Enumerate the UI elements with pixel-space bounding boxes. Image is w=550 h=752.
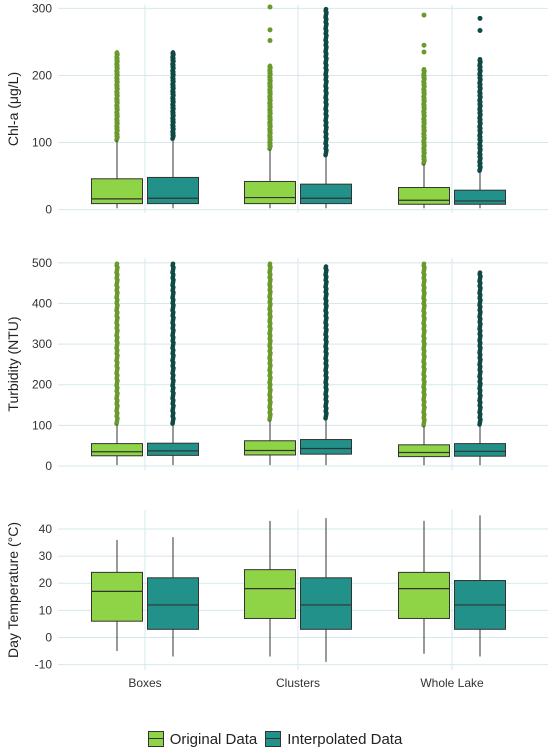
outlier-point <box>477 15 483 21</box>
y-axis-label: Chl-a (μg/L) <box>5 72 21 146</box>
y-tick-label: 0 <box>45 203 52 217</box>
legend-label-original: Original Data <box>169 730 258 748</box>
box-body <box>147 442 199 456</box>
panel-3: -10 0 10 20 30 40 Day Temperature (°C) Boxes Clu… <box>5 510 548 690</box>
box-interpolated-whole-lake <box>454 515 506 657</box>
x-tick-label: Whole Lake <box>420 676 484 690</box>
y-tick-label: 0 <box>45 459 52 473</box>
panel-2: 0 100 200 300 400 500 Turbidity (NTU) <box>5 256 548 473</box>
outlier-point <box>477 57 483 62</box>
box-interpolated-boxes <box>147 261 199 466</box>
box-original-clusters <box>244 520 296 657</box>
x-tick-label: Boxes <box>128 676 161 690</box>
box-body <box>454 189 506 205</box>
y-tick-label: 200 <box>32 68 52 82</box>
box-interpolated-boxes <box>147 537 199 657</box>
outlier-point <box>267 63 273 69</box>
box-original-whole-lake <box>398 261 450 466</box>
y-axis-label: Turbidity (NTU) <box>5 316 21 411</box>
y-tick-label: 500 <box>32 256 52 270</box>
box-interpolated-whole-lake <box>454 15 506 209</box>
y-tick-label: 200 <box>32 378 52 392</box>
box-original-clusters <box>244 4 296 209</box>
legend-item-original: Original Data <box>147 730 258 748</box>
outlier-point <box>477 27 483 33</box>
box-body <box>147 577 199 630</box>
y-tick-label: 0 <box>45 630 52 644</box>
box-body <box>147 176 199 205</box>
y-tick-label: 300 <box>32 337 52 351</box>
x-tick-label: Clusters <box>276 676 320 690</box>
box-original-whole-lake <box>398 12 450 209</box>
y-tick-label: 30 <box>39 549 53 563</box>
box-original-boxes <box>91 261 143 466</box>
box-original-clusters <box>244 261 296 466</box>
box-interpolated-clusters <box>300 518 352 662</box>
outlier-point <box>267 38 273 44</box>
outlier-point <box>323 264 329 269</box>
box-body <box>398 444 450 458</box>
panel-1: 0 100 200 300 Chl-a (μg/L) <box>5 1 548 217</box>
box-interpolated-clusters <box>300 6 352 209</box>
outlier-point <box>421 12 427 18</box>
y-tick-label: 40 <box>39 522 53 536</box>
box-body <box>244 180 296 205</box>
box-body <box>244 440 296 456</box>
box-body <box>300 439 352 455</box>
outlier-point <box>114 261 120 267</box>
box-body <box>244 569 296 619</box>
box-original-boxes <box>91 539 143 652</box>
box-body <box>91 571 143 622</box>
box-body <box>454 443 506 457</box>
box-interpolated-boxes <box>147 50 199 209</box>
y-tick-label: 300 <box>32 1 52 15</box>
outlier-point <box>421 261 427 267</box>
box-body <box>91 443 143 457</box>
legend-swatch-original <box>147 731 164 747</box>
box-body <box>398 571 450 619</box>
outlier-point <box>477 270 483 275</box>
y-tick-label: 20 <box>39 576 53 590</box>
box-body <box>300 183 352 205</box>
y-tick-label: -10 <box>35 658 53 672</box>
y-tick-label: 400 <box>32 296 52 310</box>
legend: Original Data Interpolated Data <box>0 726 550 752</box>
outlier-point <box>421 49 427 55</box>
outlier-point <box>421 66 427 72</box>
box-body <box>91 178 143 205</box>
y-axis-label: Day Temperature (°C) <box>5 522 21 658</box>
box-original-boxes <box>91 50 143 209</box>
box-body <box>300 577 352 630</box>
outlier-point <box>267 4 273 10</box>
outlier-point <box>170 50 176 55</box>
outlier-point <box>267 27 273 33</box>
box-body <box>398 187 450 205</box>
outlier-point <box>323 6 329 12</box>
y-tick-label: 100 <box>32 418 52 432</box>
legend-label-interpolated: Interpolated Data <box>287 730 403 748</box>
legend-swatch-interpolated <box>265 731 282 747</box>
outlier-point <box>170 261 176 267</box>
box-interpolated-clusters <box>300 264 352 466</box>
box-interpolated-whole-lake <box>454 270 506 466</box>
y-tick-label: 10 <box>39 603 53 617</box>
outlier-point <box>421 42 427 48</box>
y-tick-label: 100 <box>32 136 52 150</box>
box-original-whole-lake <box>398 520 450 654</box>
outlier-point <box>114 50 120 55</box>
outlier-point <box>267 261 273 267</box>
legend-item-interpolated: Interpolated Data <box>265 731 402 748</box>
